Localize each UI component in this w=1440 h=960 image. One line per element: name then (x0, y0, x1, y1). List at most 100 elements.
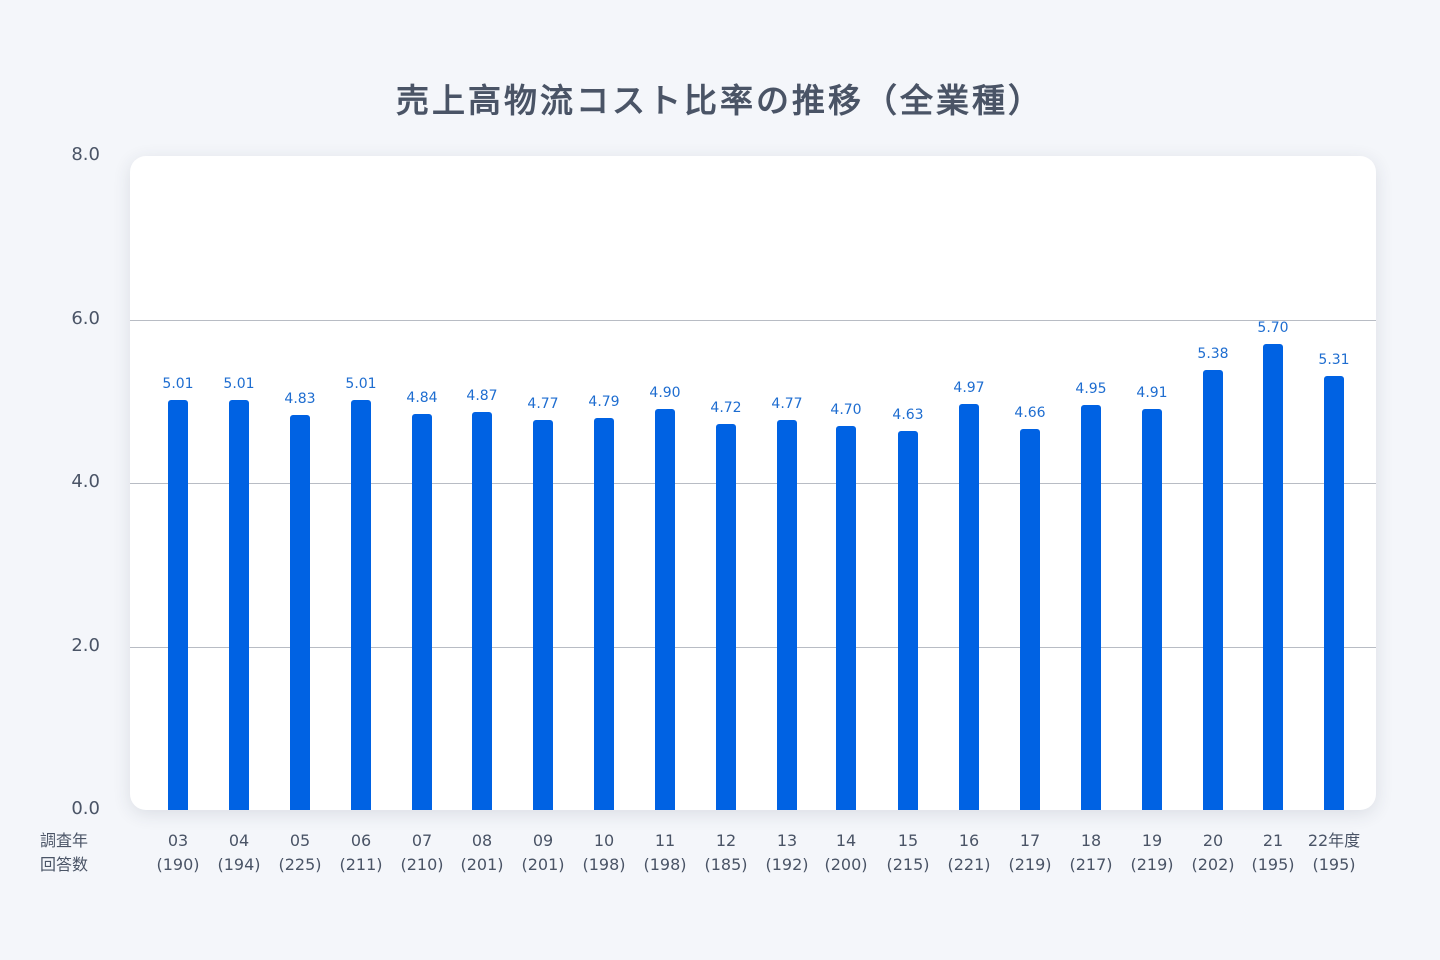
x-tick-label: 22年度 (195) (1299, 829, 1369, 877)
x-tick-label: 12 (185) (691, 829, 761, 877)
x-category: 21 (1262, 831, 1284, 850)
x-response-count: (195) (1251, 855, 1295, 874)
bar-value-label: 4.77 (771, 396, 803, 412)
x-response-count: (217) (1069, 855, 1113, 874)
x-tick-label: 16 (221) (934, 829, 1004, 877)
x-response-count: (211) (339, 855, 383, 874)
bar (1324, 376, 1344, 810)
bar (1020, 429, 1040, 810)
x-header-year: 調査年 (40, 831, 89, 850)
x-response-count: (200) (824, 855, 868, 874)
bar (1081, 405, 1101, 810)
x-response-count: (198) (582, 855, 626, 874)
x-category: 06 (350, 831, 372, 850)
x-tick-label: 20 (202) (1178, 829, 1248, 877)
x-response-count: (190) (156, 855, 200, 874)
bar (1142, 409, 1162, 810)
x-category: 09 (532, 831, 554, 850)
x-tick-label: 18 (217) (1056, 829, 1126, 877)
x-category: 10 (593, 831, 615, 850)
x-response-count: (201) (460, 855, 504, 874)
x-tick-label: 05 (225) (265, 829, 335, 877)
gridline (130, 483, 1376, 484)
x-axis-header: 調査年 回答数 (40, 829, 88, 877)
bar-value-label: 4.70 (830, 402, 862, 418)
bar (1263, 344, 1283, 810)
bar (898, 431, 918, 810)
bar-value-label: 4.97 (953, 380, 985, 396)
bar-value-label: 4.90 (649, 385, 681, 401)
bar (655, 409, 675, 810)
x-response-count: (221) (947, 855, 991, 874)
x-tick-label: 10 (198) (569, 829, 639, 877)
x-response-count: (194) (217, 855, 261, 874)
x-tick-label: 19 (219) (1117, 829, 1187, 877)
x-category: 07 (411, 831, 433, 850)
x-category: 08 (471, 831, 493, 850)
bar (412, 414, 432, 810)
x-tick-label: 06 (211) (326, 829, 396, 877)
x-response-count: (201) (521, 855, 565, 874)
x-tick-label: 11 (198) (630, 829, 700, 877)
x-tick-label: 14 (200) (811, 829, 881, 877)
x-tick-label: 03 (190) (143, 829, 213, 877)
bar (716, 424, 736, 810)
bar (472, 412, 492, 810)
bar (533, 420, 553, 810)
x-tick-label: 15 (215) (873, 829, 943, 877)
bar-value-label: 4.72 (710, 400, 742, 416)
x-tick-label: 08 (201) (447, 829, 517, 877)
x-response-count: (202) (1191, 855, 1235, 874)
x-response-count: (219) (1008, 855, 1052, 874)
x-category: 16 (958, 831, 980, 850)
x-response-count: (195) (1312, 855, 1356, 874)
gridline (130, 320, 1376, 321)
x-category: 13 (776, 831, 798, 850)
bar-value-label: 5.70 (1257, 320, 1289, 336)
x-category: 05 (289, 831, 311, 850)
x-tick-label: 09 (201) (508, 829, 578, 877)
chart-title: 売上高物流コスト比率の推移（全業種） (396, 81, 1044, 120)
bar-value-label: 5.01 (223, 376, 255, 392)
x-response-count: (225) (278, 855, 322, 874)
x-category: 20 (1202, 831, 1224, 850)
x-response-count: (185) (704, 855, 748, 874)
bar (290, 415, 310, 810)
x-response-count: (192) (765, 855, 809, 874)
bar-value-label: 4.63 (892, 407, 924, 423)
bar (168, 400, 188, 810)
x-category: 14 (835, 831, 857, 850)
bar-value-label: 4.91 (1136, 385, 1168, 401)
gridline (130, 647, 1376, 648)
x-header-responses: 回答数 (40, 855, 89, 874)
bar (351, 400, 371, 810)
x-tick-label: 07 (210) (387, 829, 457, 877)
x-category: 17 (1019, 831, 1041, 850)
bar (836, 426, 856, 810)
x-tick-label: 13 (192) (752, 829, 822, 877)
y-tick-label: 0.0 (71, 798, 100, 819)
bar-value-label: 5.01 (345, 376, 377, 392)
x-response-count: (210) (400, 855, 444, 874)
x-response-count: (219) (1130, 855, 1174, 874)
y-tick-label: 4.0 (71, 471, 100, 492)
x-category: 04 (228, 831, 250, 850)
x-category: 12 (715, 831, 737, 850)
bar (777, 420, 797, 810)
x-category: 15 (897, 831, 919, 850)
bar-value-label: 4.84 (406, 390, 438, 406)
bar-value-label: 5.38 (1197, 346, 1229, 362)
x-response-count: (215) (886, 855, 930, 874)
bar (594, 418, 614, 810)
x-response-count: (198) (643, 855, 687, 874)
y-tick-label: 2.0 (71, 635, 100, 656)
bar-value-label: 4.83 (284, 391, 316, 407)
x-category: 11 (654, 831, 676, 850)
x-tick-label: 04 (194) (204, 829, 274, 877)
y-tick-label: 6.0 (71, 308, 100, 329)
x-tick-label: 17 (219) (995, 829, 1065, 877)
bar (1203, 370, 1223, 810)
bar-value-label: 4.77 (527, 396, 559, 412)
x-category: 03 (167, 831, 189, 850)
x-category: 22年度 (1307, 831, 1361, 850)
